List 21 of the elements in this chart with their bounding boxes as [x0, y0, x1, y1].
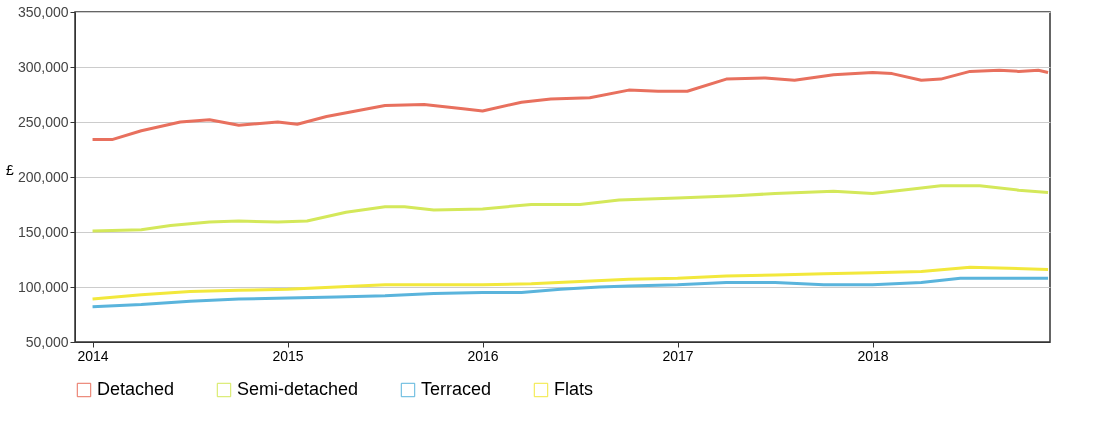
y-tick-label: 250,000 — [17, 113, 69, 130]
x-tick-label: 2014 — [77, 347, 109, 364]
y-axis-title: £ — [6, 161, 14, 178]
y-tick-label: 50,000 — [25, 333, 69, 350]
y-tick-label: 150,000 — [17, 223, 69, 240]
x-tick-label: 2018 — [857, 347, 889, 364]
y-tick-label: 300,000 — [17, 58, 69, 75]
legend-label: Detached — [97, 379, 175, 399]
line-series — [91, 265, 1050, 301]
line-series — [91, 184, 1050, 233]
line-series — [91, 276, 1050, 309]
y-tick-label: 200,000 — [17, 168, 69, 185]
y-tick-label: 350,000 — [17, 3, 69, 20]
x-tick-label: 2017 — [662, 347, 694, 364]
y-tick-label: 100,000 — [17, 278, 69, 295]
x-tick-label: 2015 — [272, 347, 304, 364]
line-series — [91, 68, 1050, 142]
x-tick-label: 2016 — [467, 347, 499, 364]
legend-label: Semi-detached — [237, 379, 359, 399]
legend-label: Terraced — [421, 379, 492, 399]
legend-label: Flats — [554, 379, 594, 399]
